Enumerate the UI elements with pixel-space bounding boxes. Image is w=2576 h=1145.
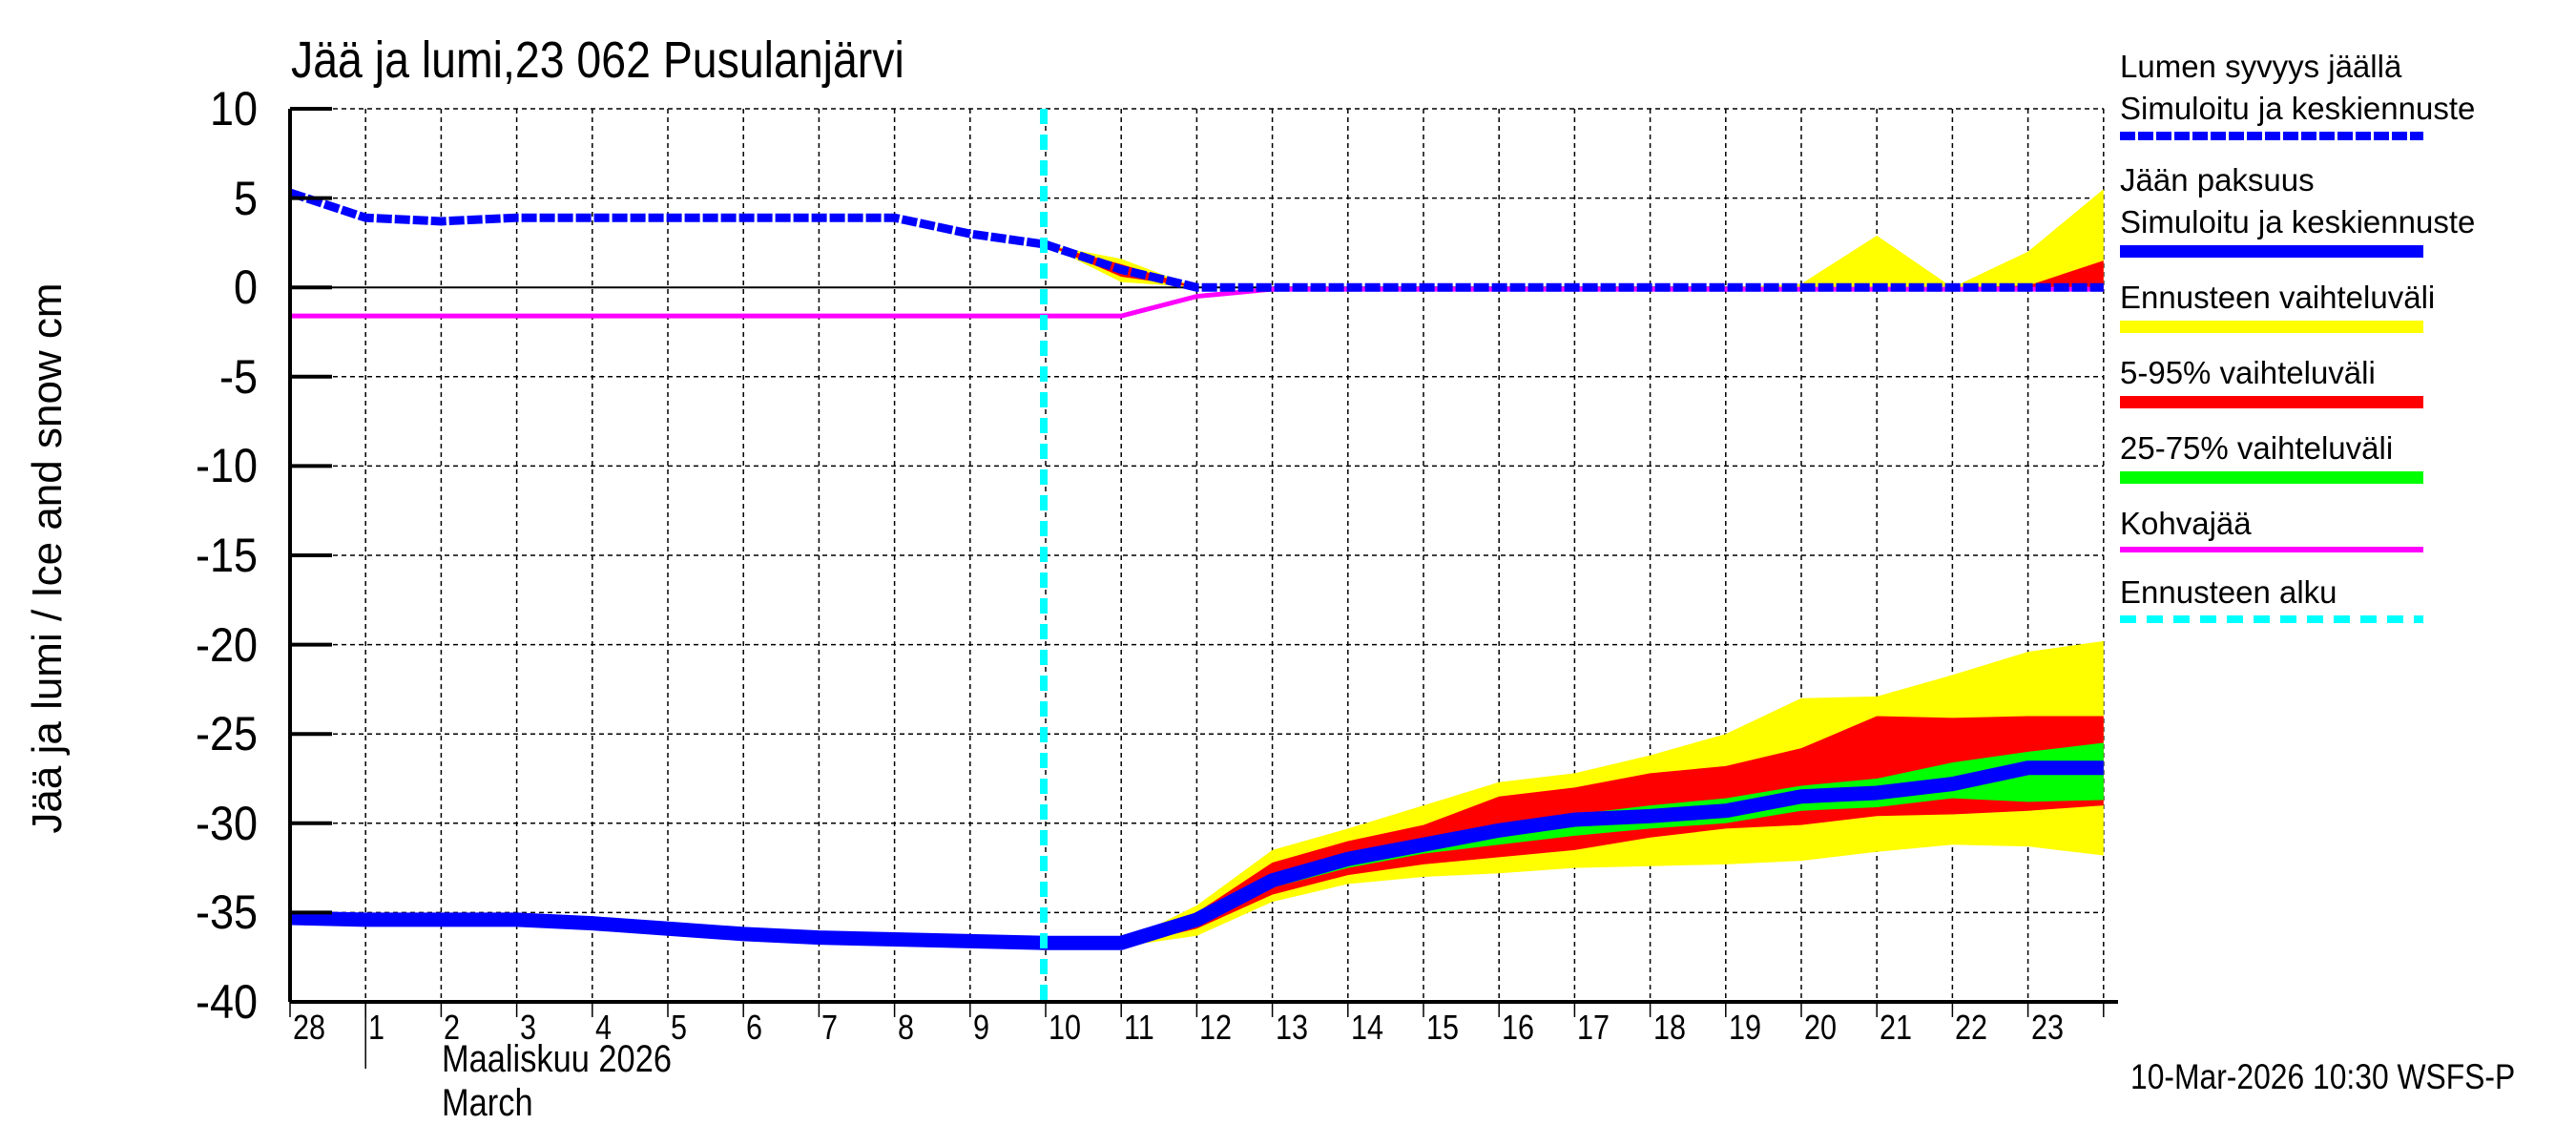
x-tick-label: 15: [1426, 1008, 1460, 1047]
legend-range-all-swatch: [2120, 321, 2423, 333]
x-tick-label: 6: [746, 1008, 763, 1047]
data-series: [288, 109, 2104, 1002]
y-tick-label: -40: [195, 975, 258, 1029]
x-tick-label: 9: [972, 1008, 989, 1047]
legend-forecast-start-label: Ennusteen alku: [2120, 574, 2337, 610]
legend-range-all-label: Ennusteen vaihteluväli: [2120, 280, 2436, 315]
legend-slush-swatch: [2120, 547, 2423, 552]
grid-lines: [290, 108, 2105, 1003]
x-tick-label: 7: [821, 1008, 839, 1047]
y-axis-label: Jää ja lumi / Ice and snow cm: [24, 282, 71, 834]
x-tick-label: 3: [519, 1008, 536, 1047]
legend-slush-label: Kohvajää: [2120, 506, 2252, 541]
legend-range-5-95: 5-95% vaihteluväli: [2120, 352, 2568, 408]
x-tick-label: 18: [1652, 1008, 1686, 1047]
legend-ice: Jään paksuus Simuloitu ja keskiennuste: [2120, 159, 2568, 258]
x-tick-label: 14: [1350, 1008, 1383, 1047]
legend-range-25-75-label: 25-75% vaihteluväli: [2120, 430, 2394, 466]
chart-title: Jää ja lumi,23 062 Pusulanjärvi: [291, 31, 904, 89]
legend-snow-title: Lumen syvyys jäällä: [2120, 49, 2402, 84]
month-label-en: March: [442, 1082, 533, 1124]
y-tick-label: -20: [195, 617, 258, 672]
x-tick-label: 11: [1124, 1008, 1154, 1047]
legend-ice-sub: Simuloitu ja keskiennuste: [2120, 204, 2476, 239]
y-tick-label: -10: [195, 439, 258, 493]
x-tick-label: 17: [1577, 1008, 1610, 1047]
legend-ice-title: Jään paksuus: [2120, 162, 2315, 198]
x-tick-label: 16: [1502, 1008, 1535, 1047]
chart-legend: Lumen syvyys jäällä Simuloitu ja keskien…: [2120, 46, 2568, 642]
legend-range-all: Ennusteen vaihteluväli: [2120, 277, 2568, 333]
x-tick-label: 28: [293, 1008, 326, 1047]
legend-range-25-75-swatch: [2120, 471, 2423, 484]
y-tick-label: -25: [195, 707, 258, 761]
legend-snow: Lumen syvyys jäällä Simuloitu ja keskien…: [2120, 46, 2568, 140]
y-tick-label: -35: [195, 885, 258, 940]
legend-range-5-95-swatch: [2120, 396, 2423, 408]
x-tick-label: 13: [1275, 1008, 1308, 1047]
y-tick-label: 10: [209, 82, 258, 135]
y-tick-label: 0: [233, 260, 258, 315]
x-tick-label: 19: [1728, 1008, 1761, 1047]
x-tick-label: 10: [1049, 1008, 1082, 1047]
month-label-fi: Maaliskuu 2026: [442, 1038, 672, 1080]
x-tick-label: 23: [2030, 1008, 2064, 1047]
legend-forecast-start: Ennusteen alku: [2120, 572, 2568, 623]
x-tick-label: 1: [368, 1008, 385, 1047]
legend-ice-swatch: [2120, 245, 2423, 258]
y-tick-label: -5: [218, 349, 258, 404]
y-tick-label: -15: [195, 529, 258, 582]
x-tick-label: 21: [1880, 1008, 1913, 1047]
legend-snow-swatch: [2120, 132, 2423, 140]
legend-range-25-75: 25-75% vaihteluväli: [2120, 427, 2568, 484]
legend-snow-sub: Simuloitu ja keskiennuste: [2120, 91, 2476, 126]
legend-slush: Kohvajää: [2120, 503, 2568, 552]
y-tick-label: -30: [195, 796, 258, 850]
x-tick-label: 2: [444, 1008, 461, 1047]
timestamp-footer: 10-Mar-2026 10:30 WSFS-P: [2130, 1057, 2516, 1096]
x-tick-label: 22: [1955, 1008, 1988, 1047]
x-tick-label: 20: [1804, 1008, 1838, 1047]
x-tick-label: 4: [594, 1008, 612, 1047]
legend-forecast-start-swatch: [2120, 615, 2423, 623]
axes: [288, 107, 2118, 1069]
x-tick-label: 8: [897, 1008, 914, 1047]
y-tick-label: 5: [233, 171, 258, 225]
legend-range-5-95-label: 5-95% vaihteluväli: [2120, 355, 2376, 390]
x-tick-label: 12: [1199, 1008, 1233, 1047]
x-tick-label: 5: [671, 1008, 688, 1047]
